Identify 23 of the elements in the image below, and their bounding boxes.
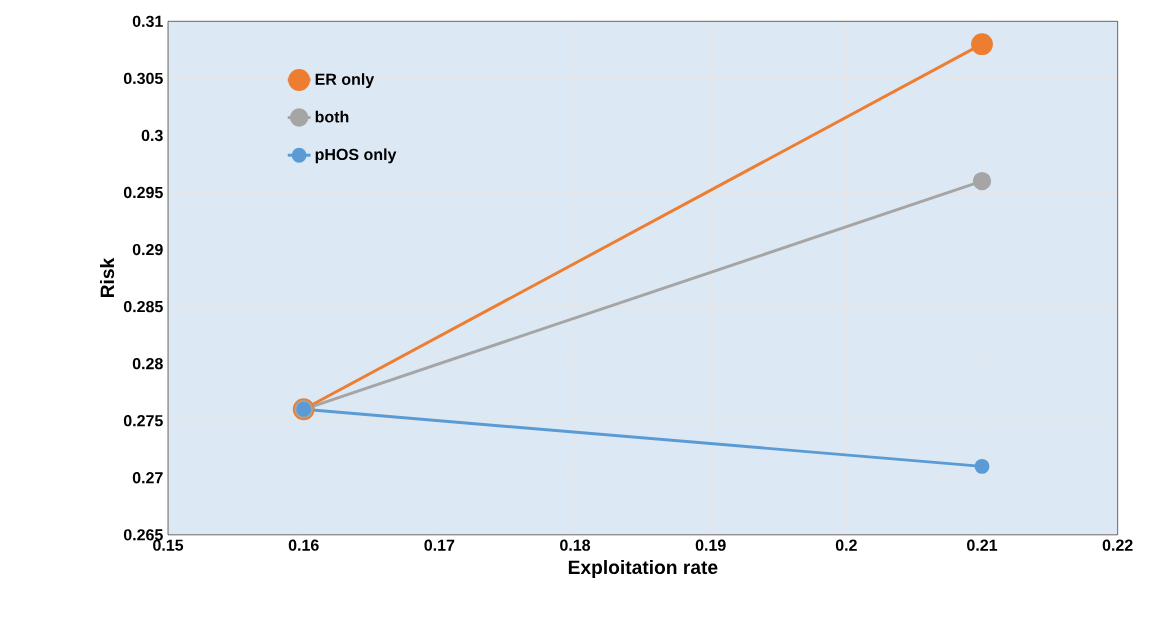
x-tick-label: 0.19 — [695, 539, 726, 551]
y-tick-label: 0.305 — [123, 72, 163, 85]
x-tick-label: 0.21 — [967, 539, 998, 551]
y-tick-label: 0.285 — [123, 301, 163, 313]
x-tick-label: 0.22 — [1102, 539, 1133, 551]
y-tick-label: 0.29 — [132, 243, 163, 256]
x-tick-label: 0.18 — [560, 539, 591, 551]
y-tick-label: 0.27 — [132, 472, 163, 484]
y-tick-label: 0.31 — [132, 15, 163, 28]
y-tick-label: 0.265 — [123, 529, 163, 541]
x-tick-label: 0.17 — [424, 539, 455, 551]
y-tick-label: 0.275 — [123, 415, 163, 427]
y-tick-label: 0.28 — [132, 358, 163, 370]
y-tick-label: 0.295 — [123, 186, 163, 199]
x-tick-label: 0.2 — [835, 539, 857, 551]
legend-label: both — [315, 110, 349, 123]
y-axis-title: Risk — [100, 257, 115, 298]
y-tick-label: 0.3 — [141, 129, 163, 142]
x-axis-title: Exploitation rate — [568, 560, 718, 579]
x-tick-label: 0.15 — [153, 539, 184, 551]
x-tick-label: 0.16 — [288, 539, 319, 551]
legend-label: pHOS only — [315, 148, 397, 164]
legend-label: ER only — [315, 73, 375, 89]
